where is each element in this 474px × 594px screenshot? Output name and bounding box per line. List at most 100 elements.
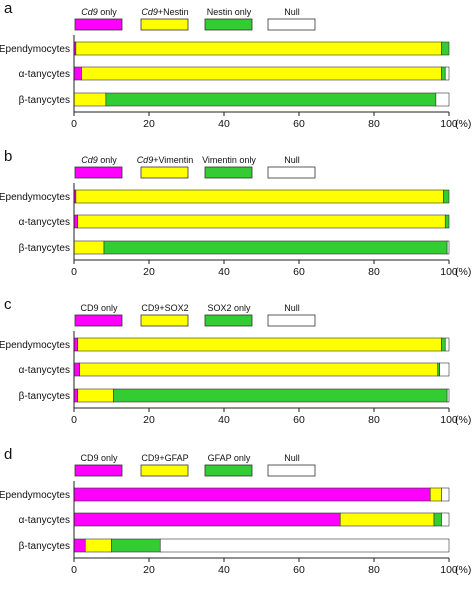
category-label-beta-tanycytes: β-tanycytes: [19, 541, 70, 552]
panel-c: c CD9 only CD9+SOX2 SOX2 only Null Ependymocy…: [0, 296, 471, 426]
legend-label-nestin-only: Nestin only: [207, 7, 252, 17]
legend-swatch-cd9-only: [74, 464, 123, 477]
bar-segment-alpha-tanycytes-vimentin-only: [444, 214, 450, 229]
bar-segment-beta-tanycytes-sox2-only: [113, 388, 448, 403]
bar-segment-ependymocytes-null: [444, 337, 450, 352]
bar-segment-alpha-tanycytes-cd9-only: [73, 66, 82, 81]
x-tick-label-40: 40: [218, 266, 230, 278]
x-tick-label-20: 20: [143, 414, 155, 426]
x-tick-label-40: 40: [218, 564, 230, 576]
x-axis-unit: (%): [455, 414, 471, 426]
legend-label-sox2-only: SOX2 only: [207, 303, 251, 313]
x-tick-label-0: 0: [71, 564, 77, 576]
category-label-beta-tanycytes: β-tanycytes: [19, 243, 70, 254]
x-axis-unit: (%): [455, 266, 471, 278]
bar-segment-beta-tanycytes-vimentin-only: [103, 240, 448, 255]
category-label-alpha-tanycytes: α-tanycytes: [19, 217, 70, 228]
legend-label-cd9-nestin: Cd9+Nestin: [141, 7, 188, 17]
legend-swatch-null: [267, 166, 316, 179]
bar-segment-ependymocytes-cd9-sox2: [77, 337, 442, 352]
legend-label-null: Null: [284, 155, 300, 165]
panel-letter: a: [4, 0, 13, 17]
x-tick-label-100: 100: [440, 564, 458, 576]
bar-segment-beta-tanycytes-gfap-only: [111, 538, 161, 553]
bar-segment-ependymocytes-cd9-vimentin: [75, 189, 444, 204]
legend-label-null: Null: [284, 453, 300, 463]
category-label-alpha-tanycytes: α-tanycytes: [19, 515, 70, 526]
panel-b: b Cd9 only Cd9+Vimentin Vimentin only Null Ep…: [0, 148, 471, 278]
legend-swatch-nestin-only: [204, 18, 253, 31]
x-tick-label-80: 80: [368, 564, 380, 576]
bar-segment-beta-tanycytes-null: [446, 240, 450, 255]
legend-swatch-null: [267, 464, 316, 477]
x-tick-label-20: 20: [143, 564, 155, 576]
bar-segment-beta-tanycytes-cd9-only: [73, 388, 79, 403]
legend-swatch-cd9-vimentin: [140, 166, 189, 179]
legend-label-vimentin-only: Vimentin only: [202, 155, 256, 165]
bar-segment-alpha-tanycytes-cd9-gfap: [339, 512, 435, 527]
panel-letter: d: [4, 446, 12, 463]
legend-swatch-cd9-sox2: [140, 314, 189, 327]
legend-label-cd9-sox2: CD9+SOX2: [141, 303, 188, 313]
bar-segment-alpha-tanycytes-cd9-vimentin: [77, 214, 446, 229]
x-tick-label-100: 100: [440, 266, 458, 278]
bar-segment-ependymocytes-cd9-only: [73, 337, 79, 352]
bar-segment-beta-tanycytes-nestin-only: [105, 92, 437, 107]
bar-segment-alpha-tanycytes-cd9-nestin: [81, 66, 442, 81]
legend-swatch-sox2-only: [204, 314, 253, 327]
x-axis-unit: (%): [455, 118, 471, 130]
bar-segment-beta-tanycytes-cd9-only: [73, 538, 86, 553]
bar-segment-alpha-tanycytes-null: [439, 362, 450, 377]
bar-segment-alpha-tanycytes-cd9-only: [73, 214, 79, 229]
bar-segment-ependymocytes-nestin-only: [441, 41, 450, 56]
legend-swatch-cd9-only: [74, 18, 123, 31]
legend-label-cd9-vimentin: Cd9+Vimentin: [137, 155, 194, 165]
category-label-ependymocytes: Ependymocytes: [0, 340, 70, 351]
x-tick-label-80: 80: [368, 118, 380, 130]
x-tick-label-20: 20: [143, 266, 155, 278]
panel-a: a Cd9 only Cd9+Nestin Nestin only Null Ependy…: [0, 0, 471, 130]
category-label-ependymocytes: Ependymocytes: [0, 192, 70, 203]
legend-swatch-cd9-nestin: [140, 18, 189, 31]
x-axis-unit: (%): [455, 564, 471, 576]
bar-segment-alpha-tanycytes-cd9-only: [73, 362, 80, 377]
x-tick-label-60: 60: [293, 266, 305, 278]
legend-label-cd9-only: Cd9 only: [81, 7, 117, 17]
bar-segment-beta-tanycytes-null: [446, 388, 450, 403]
bar-segment-beta-tanycytes-cd9-sox2: [77, 388, 114, 403]
x-tick-label-40: 40: [218, 118, 230, 130]
legend-label-cd9-only: CD9 only: [80, 453, 118, 463]
x-tick-label-0: 0: [71, 414, 77, 426]
bar-segment-alpha-tanycytes-cd9-only: [73, 512, 341, 527]
category-label-beta-tanycytes: β-tanycytes: [19, 95, 70, 106]
bar-segment-beta-tanycytes-cd9-vimentin: [73, 240, 105, 255]
x-tick-label-100: 100: [440, 118, 458, 130]
bar-segment-ependymocytes-cd9-only: [73, 487, 431, 502]
panel-letter: c: [4, 296, 12, 313]
x-tick-label-100: 100: [440, 414, 458, 426]
legend-label-gfap-only: GFAP only: [208, 453, 251, 463]
bar-segment-ependymocytes-null: [441, 487, 450, 502]
legend-swatch-vimentin-only: [204, 166, 253, 179]
category-label-alpha-tanycytes: α-tanycytes: [19, 365, 70, 376]
x-tick-label-0: 0: [71, 118, 77, 130]
legend-swatch-null: [267, 18, 316, 31]
x-tick-label-60: 60: [293, 118, 305, 130]
x-tick-label-60: 60: [293, 564, 305, 576]
legend-label-null: Null: [284, 7, 300, 17]
x-tick-label-0: 0: [71, 266, 77, 278]
legend-label-null: Null: [284, 303, 300, 313]
category-label-alpha-tanycytes: α-tanycytes: [19, 69, 70, 80]
x-tick-label-40: 40: [218, 414, 230, 426]
bar-segment-alpha-tanycytes-nestin-only: [441, 66, 446, 81]
x-tick-label-80: 80: [368, 414, 380, 426]
bar-segment-beta-tanycytes-cd9-gfap: [84, 538, 112, 553]
legend-swatch-cd9-gfap: [140, 464, 189, 477]
category-label-ependymocytes: Ependymocytes: [0, 490, 70, 501]
legend-swatch-gfap-only: [204, 464, 253, 477]
bar-segment-beta-tanycytes-null: [159, 538, 450, 553]
x-tick-label-60: 60: [293, 414, 305, 426]
bar-segment-beta-tanycytes-cd9-nestin: [73, 92, 107, 107]
bar-segment-ependymocytes-cd9-gfap: [429, 487, 442, 502]
